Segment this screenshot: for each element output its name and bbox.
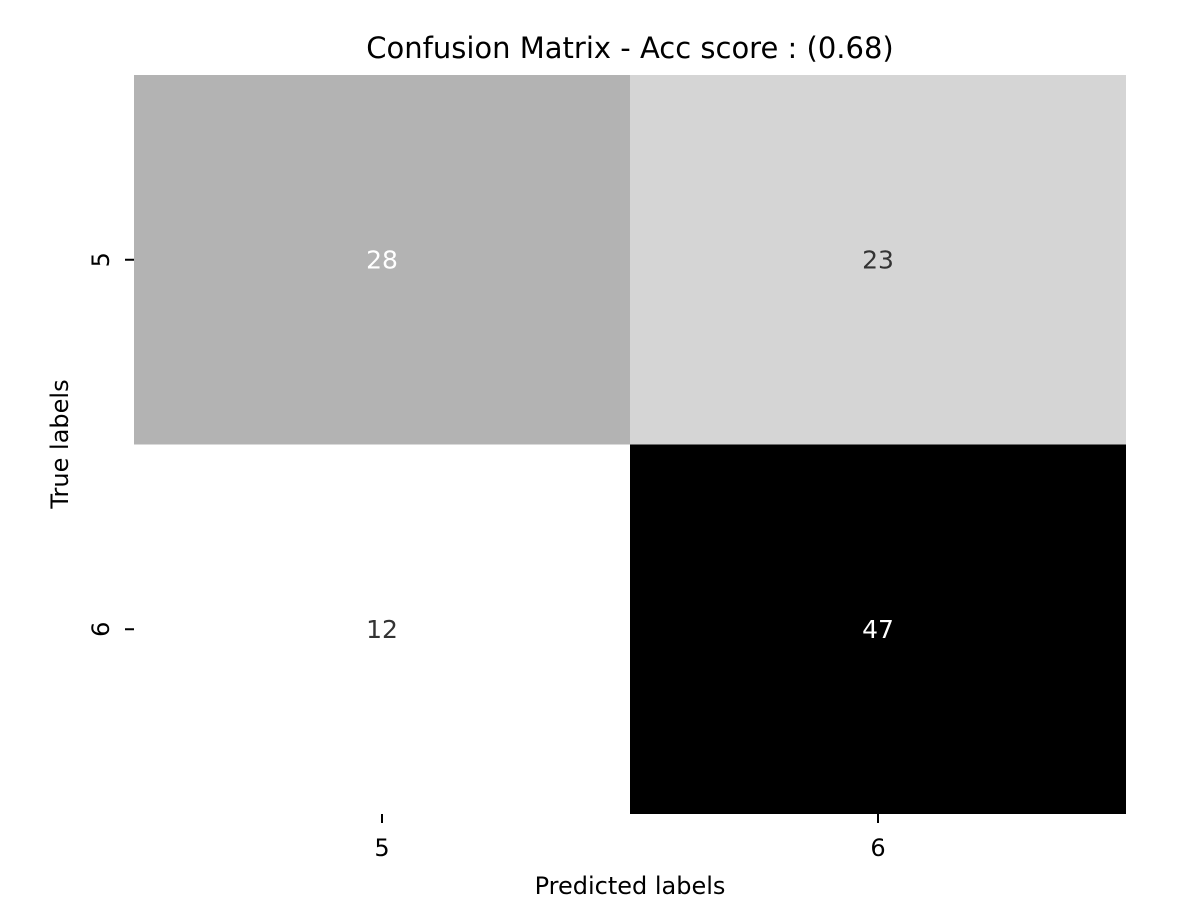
cell-value-6-6: 47 [862,615,894,644]
x-axis-label: Predicted labels [535,872,726,900]
y-axis-label: True labels [46,379,74,509]
heatmap-cells [134,75,1126,814]
heatmap-cell-6-6 [630,444,1126,814]
heatmap-cell-6-5 [134,444,630,814]
cell-annotations: 28 23 12 47 [366,245,894,644]
x-tick-label: 5 [374,834,389,862]
x-tick-label: 6 [870,834,885,862]
y-tick-label: 5 [87,252,115,267]
y-axis-ticks: 56 [87,252,134,637]
chart-title: Confusion Matrix - Acc score : (0.68) [366,31,893,65]
heatmap-cell-5-5 [134,75,630,445]
cell-value-5-6: 23 [862,245,894,274]
heatmap-cell-5-6 [630,75,1126,445]
cell-value-5-5: 28 [366,245,398,274]
y-tick-label: 6 [87,622,115,637]
cell-value-6-5: 12 [366,615,398,644]
